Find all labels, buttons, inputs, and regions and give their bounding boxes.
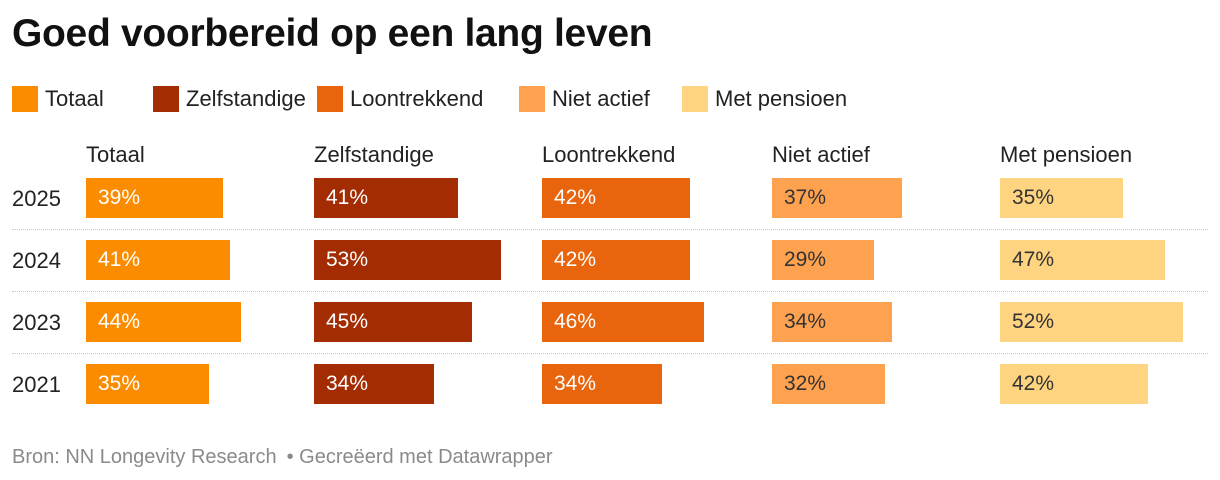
legend-label: Zelfstandige [186,86,306,111]
legend: Totaal Zelfstandige Loontrekkend Niet actie… [12,84,1202,114]
bar: 52% [1000,302,1183,342]
bar: 42% [542,178,690,218]
bar-value-label: 34% [326,372,369,395]
bar: 46% [542,302,704,342]
column-header-niet-actief: Niet actief [772,142,870,167]
bar: 35% [86,364,209,404]
bar-value-label: 46% [554,310,597,333]
source-credit: • Gecreëerd met Datawrapper [286,446,553,468]
legend-swatch [317,86,343,112]
bar-value-label: 42% [1012,372,1055,395]
column-header-met-pensioen: Met pensioen [1000,142,1133,167]
chart-title: Goed voorbereid op een lang leven [12,12,653,55]
column-header-loontrekkend: Loontrekkend [542,142,676,167]
bar-value-label: 34% [784,310,827,333]
bar-value-label: 44% [98,310,141,333]
bar: 41% [314,178,458,218]
bar-value-label: 42% [554,186,597,209]
column-header-zelfstandige: Zelfstandige [314,142,434,167]
bar: 32% [772,364,885,404]
legend-swatch [519,86,545,112]
bar-value-label: 29% [784,248,827,271]
bar: 42% [542,240,690,280]
row-divider [12,353,1208,354]
bar-value-label: 32% [784,372,827,395]
bar: 34% [314,364,434,404]
row-label-year: 2025 [12,186,61,211]
bar-value-label: 53% [326,248,369,271]
column-header-totaal: Totaal [86,142,145,167]
row-divider [12,291,1208,292]
bar: 39% [86,178,223,218]
table-row: 2021 35% 34% 34% 32% 42% [0,364,1220,426]
bar: 41% [86,240,230,280]
bar-value-label: 35% [98,372,141,395]
legend-swatch [682,86,708,112]
bar: 37% [772,178,902,218]
legend-label: Niet actief [552,86,650,111]
bar-value-label: 45% [326,310,369,333]
bar-value-label: 37% [784,186,827,209]
bar-value-label: 41% [326,186,369,209]
row-label-year: 2023 [12,310,61,335]
bar: 45% [314,302,472,342]
legend-swatch [12,86,38,112]
bar: 34% [772,302,892,342]
bar: 34% [542,364,662,404]
bar-value-label: 35% [1012,186,1055,209]
bar: 44% [86,302,241,342]
bar-value-label: 52% [1012,310,1055,333]
table-row: 2024 41% 53% 42% 29% 47% [0,240,1220,302]
legend-swatch [153,86,179,112]
legend-label: Loontrekkend [350,86,484,111]
bar: 35% [1000,178,1123,218]
source-line: Bron: NN Longevity Research • Gecreëerd m… [12,444,553,470]
bar-value-label: 41% [98,248,141,271]
row-label-year: 2024 [12,248,61,273]
table-row: 2023 44% 45% 46% 34% 52% [0,302,1220,364]
bar-value-label: 39% [98,186,141,209]
bar-value-label: 34% [554,372,597,395]
source-label: Bron: NN Longevity Research [12,446,277,468]
bar-value-label: 47% [1012,248,1055,271]
table-row: 2025 39% 41% 42% 37% 35% [0,178,1220,240]
legend-label: Totaal [45,86,104,111]
bar: 47% [1000,240,1165,280]
bar-value-label: 42% [554,248,597,271]
legend-label: Met pensioen [715,86,848,111]
row-label-year: 2021 [12,372,61,397]
bar: 53% [314,240,501,280]
row-divider [12,229,1208,230]
bar: 29% [772,240,874,280]
bar: 42% [1000,364,1148,404]
